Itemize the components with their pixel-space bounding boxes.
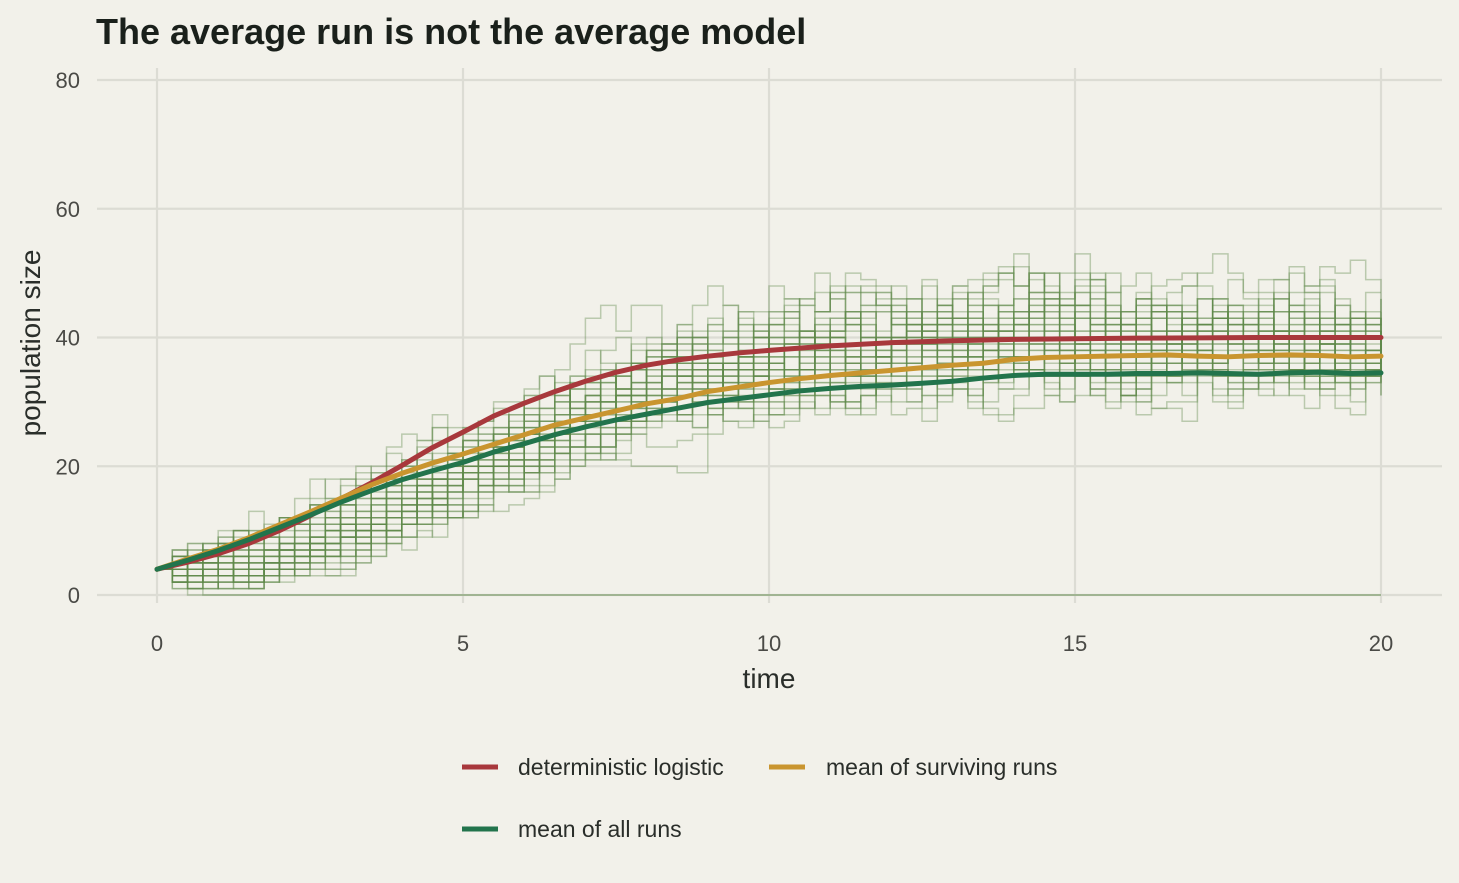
series-mean-surviving-runs [154,352,1384,572]
simulation-run [157,272,1381,570]
simulation-run [157,317,1382,577]
series-mean-all-runs [154,369,1384,572]
x-axis-title: time [743,663,796,694]
simulation-run [157,317,1382,590]
chart-title: The average run is not the average model [96,11,806,52]
simulation-run [157,317,1382,590]
simulation-run [157,568,1381,596]
series-lines [154,335,1384,572]
grid [97,68,1442,603]
simulation-run [157,298,1382,583]
simulation-run [157,291,1382,583]
simulation-run [157,298,1382,570]
y-axis-title: population size [15,250,46,437]
legend-item-all-runs: mean of all runs [462,816,682,842]
x-tick-label: 10 [757,631,781,656]
simulation-run [157,298,1382,583]
simulation-run [157,285,1382,570]
simulation-run [157,253,1382,577]
simulation-run [157,259,1382,570]
simulation-run [157,317,1382,590]
x-tick-label: 20 [1369,631,1393,656]
simulation-run [157,330,1382,577]
simulation-run [157,285,1382,583]
legend-label-deterministic: deterministic logistic [518,754,724,780]
legend-label-all-runs: mean of all runs [518,816,682,842]
y-tick-label: 40 [56,326,80,351]
simulation-run [157,317,1382,590]
simulation-run [157,285,1382,570]
simulation-run [157,298,1382,583]
simulation-runs [157,253,1382,596]
simulation-run [157,265,1382,590]
x-tick-label: 0 [151,631,163,656]
simulation-run [157,291,1382,570]
simulation-run [157,291,1382,590]
legend-item-deterministic: deterministic logistic [462,754,724,780]
simulation-run [157,311,1382,583]
legend: deterministic logistic mean of surviving… [462,754,1057,842]
y-tick-label: 0 [68,583,80,608]
simulation-run [157,291,1382,570]
simulation-run [157,298,1382,583]
simulation-run [157,568,1381,596]
legend-item-surviving: mean of surviving runs [769,754,1057,780]
simulation-run [157,317,1382,590]
simulation-run [157,285,1382,583]
simulation-run [157,285,1382,570]
simulation-run [157,285,1382,570]
x-tick-label: 5 [457,631,469,656]
axis-labels: 0 20 40 60 80 0 5 10 15 20 [56,68,1394,656]
simulation-run [157,253,1382,570]
y-tick-label: 80 [56,68,80,93]
simulation-run [157,304,1382,590]
y-tick-label: 20 [56,454,80,479]
legend-label-surviving: mean of surviving runs [826,754,1057,780]
simulation-run [157,272,1382,570]
simulation-run [157,304,1382,570]
x-tick-label: 15 [1063,631,1087,656]
y-tick-label: 60 [56,197,80,222]
simulation-run [157,330,1382,590]
simulation-run [157,311,1381,583]
